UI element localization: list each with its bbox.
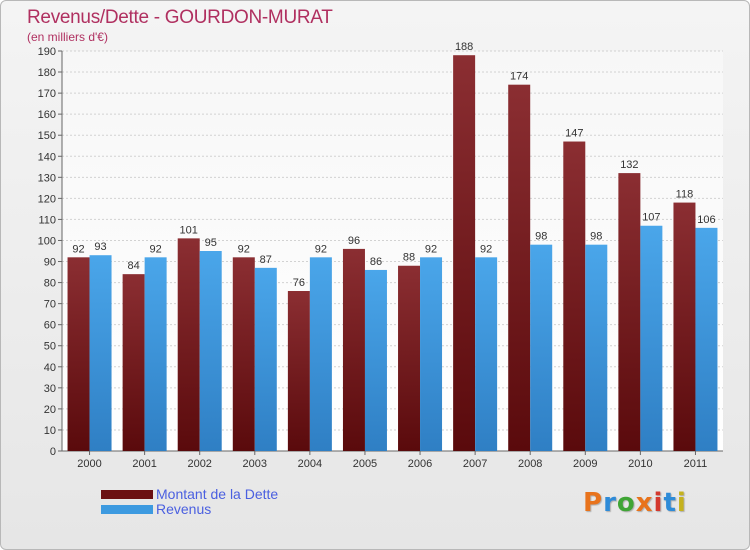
y-tick-label: 110 [38,214,56,226]
y-tick-label: 90 [44,257,56,269]
y-tick-label: 100 [38,235,56,247]
data-label: 92 [480,243,492,255]
bar-revenus [254,267,277,451]
bar-dette [177,238,200,451]
y-tick-label: 10 [44,425,56,437]
data-label: 92 [425,243,437,255]
y-tick-label: 0 [50,446,56,458]
data-label: 93 [94,241,106,253]
logo-letter: x [635,488,654,518]
bar-revenus [585,244,608,451]
data-label: 76 [293,277,305,289]
bar-dette [618,173,641,451]
data-label: 88 [403,252,415,264]
y-tick-label: 60 [44,320,56,332]
bar-dette [453,55,476,452]
bar-dette [122,274,145,451]
bar-dette [287,291,310,451]
y-tick-label: 30 [44,383,56,395]
x-tick-label: 2010 [628,458,652,470]
data-label: 87 [260,254,272,266]
data-label: 92 [150,243,162,255]
bar-dette [342,248,365,451]
x-tick-label: 2009 [573,458,597,470]
data-label: 92 [72,243,84,255]
y-tick-label: 120 [38,193,56,205]
bar-revenus [199,251,222,451]
x-tick-label: 2004 [298,458,322,470]
y-tick-label: 70 [44,299,56,311]
x-tick-label: 2002 [187,458,211,470]
legend-swatch-revenus [101,505,153,514]
data-label: 118 [676,189,694,201]
y-tick-label: 80 [44,278,56,290]
y-tick-label: 180 [38,67,56,79]
data-label: 147 [565,128,583,140]
data-label: 101 [180,224,198,236]
data-label: 95 [205,237,217,249]
bar-revenus [309,257,332,451]
x-tick-label: 2001 [132,458,156,470]
data-label: 132 [620,159,638,171]
bar-revenus [530,244,553,451]
logo-letter: t [663,488,677,518]
y-tick-label: 140 [38,151,56,163]
bar-revenus [420,257,443,451]
data-label: 92 [315,243,327,255]
bar-dette [563,141,586,452]
logo-letter: i [653,488,664,518]
y-tick-label: 160 [38,109,56,121]
legend-label-revenus: Revenus [156,501,212,517]
data-label: 107 [642,212,660,224]
x-tick-label: 2003 [243,458,267,470]
bar-dette [398,265,421,451]
data-label: 86 [370,256,382,268]
x-tick-label: 2005 [353,458,377,470]
logo-letter: i [676,488,687,518]
data-label: 98 [535,231,547,243]
logo-letter: P [583,488,604,518]
x-tick-label: 2008 [518,458,542,470]
data-label: 84 [128,260,140,272]
logo-letter: r [603,488,617,518]
y-tick-label: 170 [38,88,56,100]
bar-dette [673,202,696,451]
plot-area [62,51,723,451]
data-label: 188 [455,41,473,53]
chart-title: Revenus/Dette - GOURDON-MURAT [27,7,333,28]
x-tick-label: 2011 [684,458,708,470]
y-tick-label: 20 [44,404,56,416]
bar-revenus [364,269,387,451]
bar-revenus [475,257,498,451]
data-label: 96 [348,235,360,247]
data-label: 174 [510,71,528,83]
x-tick-label: 2006 [408,458,432,470]
chart-subtitle: (en milliers d'€) [27,30,108,44]
data-label: 92 [238,243,250,255]
data-label: 106 [697,214,715,226]
bar-dette [67,257,90,451]
y-tick-label: 190 [38,46,56,58]
bar-revenus [695,227,718,451]
bar-revenus [640,225,663,451]
bar-dette [232,257,255,451]
proxiti-logo: Proxiti [583,488,687,518]
x-tick-label: 2007 [463,458,487,470]
logo-letter: o [616,488,636,518]
bar-dette [508,84,531,452]
legend-label-dette: Montant de la Dette [156,486,279,502]
y-tick-label: 50 [44,341,56,353]
legend-swatch-dette [101,490,153,499]
y-tick-label: 150 [38,130,56,142]
data-label: 98 [590,231,602,243]
bar-revenus [144,257,167,451]
y-tick-label: 130 [38,172,56,184]
x-tick-label: 2000 [77,458,101,470]
bar-revenus [89,255,112,451]
y-tick-label: 40 [44,362,56,374]
